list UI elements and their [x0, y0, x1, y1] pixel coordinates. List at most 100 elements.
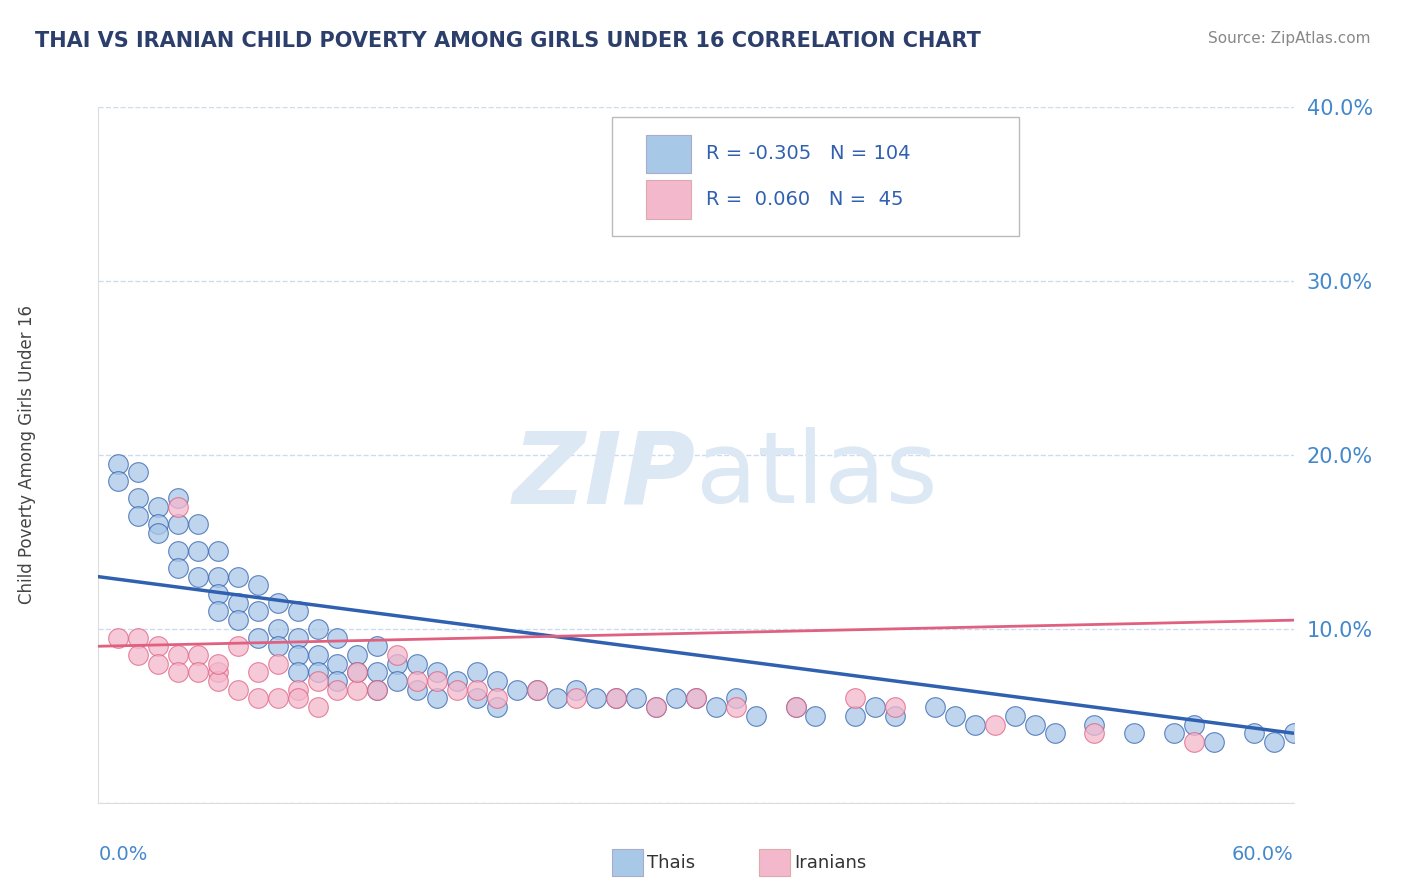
- Point: [844, 708, 866, 723]
- Point: [526, 682, 548, 697]
- Point: [226, 682, 249, 697]
- Point: [844, 691, 866, 706]
- Text: ZIP: ZIP: [513, 427, 696, 524]
- Point: [565, 682, 588, 697]
- Point: [167, 543, 190, 558]
- Point: [1343, 735, 1365, 749]
- Point: [745, 708, 768, 723]
- Point: [1362, 744, 1385, 758]
- Point: [1083, 717, 1105, 731]
- Text: THAI VS IRANIAN CHILD POVERTY AMONG GIRLS UNDER 16 CORRELATION CHART: THAI VS IRANIAN CHILD POVERTY AMONG GIRL…: [35, 31, 981, 51]
- Point: [167, 500, 190, 514]
- Point: [1382, 744, 1405, 758]
- Point: [307, 648, 329, 662]
- Point: [665, 691, 688, 706]
- Point: [167, 561, 190, 575]
- Point: [366, 682, 388, 697]
- Point: [226, 570, 249, 584]
- Point: [127, 466, 149, 480]
- Point: [326, 682, 349, 697]
- Point: [963, 717, 986, 731]
- Point: [485, 691, 508, 706]
- Point: [406, 674, 429, 689]
- Point: [167, 648, 190, 662]
- Point: [107, 631, 129, 645]
- Point: [246, 605, 269, 619]
- Point: [704, 700, 727, 714]
- Bar: [645, 135, 692, 173]
- Point: [267, 639, 290, 653]
- Point: [207, 570, 229, 584]
- Point: [804, 708, 827, 723]
- Point: [1182, 735, 1205, 749]
- Point: [307, 674, 329, 689]
- Point: [307, 700, 329, 714]
- Point: [546, 691, 568, 706]
- Point: [148, 657, 170, 671]
- Point: [426, 691, 449, 706]
- Point: [585, 691, 607, 706]
- Point: [605, 691, 627, 706]
- Point: [685, 691, 707, 706]
- Point: [246, 578, 269, 592]
- Point: [148, 500, 170, 514]
- Point: [287, 605, 309, 619]
- Point: [148, 639, 170, 653]
- Text: Thais: Thais: [647, 854, 695, 871]
- Point: [267, 691, 290, 706]
- Point: [326, 631, 349, 645]
- Point: [1202, 735, 1225, 749]
- Point: [307, 622, 329, 636]
- Point: [406, 682, 429, 697]
- Point: [226, 596, 249, 610]
- Point: [465, 691, 488, 706]
- Point: [506, 682, 529, 697]
- Point: [924, 700, 946, 714]
- Point: [884, 700, 907, 714]
- Point: [485, 674, 508, 689]
- Point: [127, 508, 149, 523]
- Point: [326, 657, 349, 671]
- Point: [385, 648, 409, 662]
- Point: [1043, 726, 1066, 740]
- Point: [465, 682, 488, 697]
- Point: [863, 700, 887, 714]
- Point: [246, 691, 269, 706]
- Point: [287, 665, 309, 680]
- Point: [167, 665, 190, 680]
- Point: [187, 517, 209, 532]
- Point: [167, 517, 190, 532]
- Point: [287, 691, 309, 706]
- FancyBboxPatch shape: [613, 118, 1018, 235]
- Point: [287, 648, 309, 662]
- Point: [465, 665, 488, 680]
- Bar: [645, 180, 692, 219]
- Point: [785, 700, 807, 714]
- Point: [127, 491, 149, 506]
- Point: [406, 657, 429, 671]
- Point: [346, 682, 368, 697]
- Point: [107, 474, 129, 488]
- Point: [366, 682, 388, 697]
- Text: 60.0%: 60.0%: [1232, 845, 1294, 863]
- Point: [1243, 726, 1265, 740]
- Point: [148, 517, 170, 532]
- Point: [724, 691, 747, 706]
- Point: [187, 543, 209, 558]
- Point: [226, 639, 249, 653]
- Point: [526, 682, 548, 697]
- Point: [287, 631, 309, 645]
- Point: [187, 665, 209, 680]
- Point: [605, 691, 627, 706]
- Point: [645, 700, 668, 714]
- Point: [685, 691, 707, 706]
- Point: [366, 639, 388, 653]
- Text: atlas: atlas: [696, 427, 938, 524]
- Point: [1024, 717, 1046, 731]
- Point: [1282, 726, 1305, 740]
- Point: [385, 674, 409, 689]
- Point: [207, 543, 229, 558]
- Point: [724, 700, 747, 714]
- Text: R = -0.305   N = 104: R = -0.305 N = 104: [706, 145, 910, 163]
- Point: [207, 587, 229, 601]
